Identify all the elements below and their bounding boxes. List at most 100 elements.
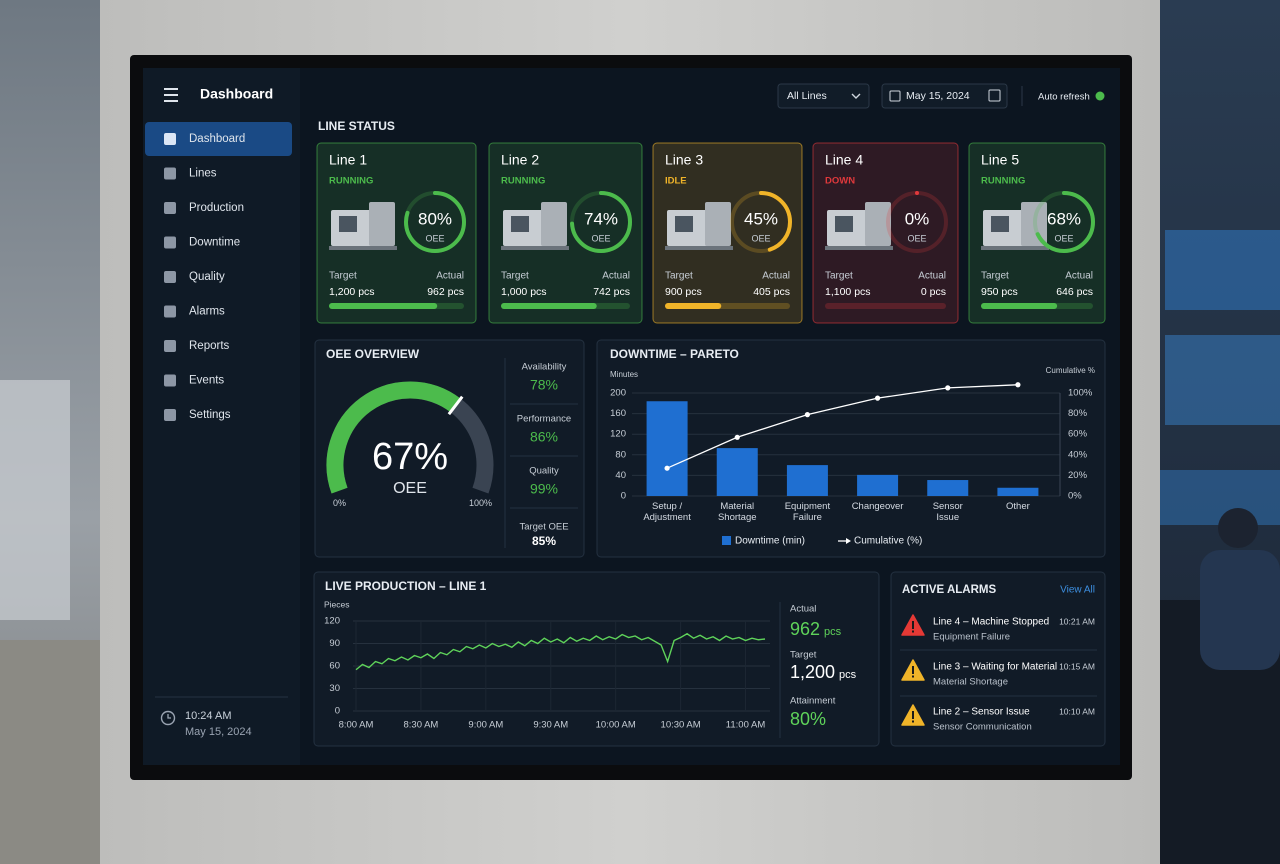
- panel-title: LIVE PRODUCTION – LINE 1: [325, 579, 487, 593]
- alarm-title[interactable]: Line 4 – Machine Stopped: [933, 617, 1049, 628]
- factory-machine: [0, 380, 70, 620]
- alarm-title[interactable]: Line 3 – Waiting for Material: [933, 662, 1057, 673]
- nav-icon: [164, 133, 176, 145]
- metric-label: Quality: [529, 466, 559, 477]
- bar: [857, 474, 899, 496]
- x-tick-label: 8:30 AM: [403, 720, 438, 731]
- stat-value: 1,200: [790, 662, 835, 682]
- panel-title: OEE OVERVIEW: [326, 347, 420, 361]
- gauge-tick-label: 100%: [469, 498, 492, 508]
- target-label: Target: [981, 271, 1009, 282]
- machine-base: [665, 246, 733, 250]
- nav-item[interactable]: Dashboard: [189, 133, 245, 145]
- progress-bar: [665, 303, 722, 309]
- line-filter[interactable]: All Lines: [787, 90, 827, 102]
- line-filter-box[interactable]: [777, 83, 870, 109]
- nav-icon: [164, 305, 176, 318]
- x-tick-label: 11:00 AM: [726, 720, 766, 731]
- axis-title: Minutes: [610, 370, 638, 379]
- nav-active: [145, 122, 292, 156]
- machine-window: [991, 216, 1009, 232]
- metric-value: 99%: [530, 481, 558, 497]
- target-value: 1,100 pcs: [825, 286, 871, 298]
- gauge-value: [326, 381, 461, 494]
- actual-value: 742 pcs: [593, 286, 630, 298]
- date-filter[interactable]: May 15, 2024: [906, 90, 970, 102]
- operator: [1218, 508, 1258, 548]
- nav-icon: [164, 340, 176, 352]
- target-value: 950 pcs: [981, 286, 1018, 298]
- nav-item[interactable]: Downtime: [189, 237, 240, 249]
- metric-label: Availability: [522, 362, 567, 373]
- oee-value: 74%: [584, 209, 618, 228]
- cumulative-point: [945, 385, 951, 391]
- chevron: [851, 93, 861, 99]
- legend-label: Downtime (min): [735, 536, 805, 547]
- alarm-title[interactable]: Line 2 – Sensor Issue: [933, 707, 1030, 718]
- auto-refresh-indicator: [1095, 91, 1105, 101]
- target-value: 1,200 pcs: [329, 286, 375, 298]
- oee-caption: OEE: [907, 233, 926, 243]
- target-label: Target: [825, 271, 853, 282]
- alarm-detail: Material Shortage: [933, 677, 1008, 688]
- oee-ring: [730, 191, 792, 253]
- line-name: Line 4: [825, 152, 863, 168]
- oee-caption: OEE: [591, 233, 610, 243]
- stat-label: Attainment: [790, 696, 836, 707]
- gauge-marker: [447, 395, 464, 416]
- gauge-value-label: 67%: [372, 436, 448, 478]
- y2-tick-label: 80%: [1068, 408, 1088, 419]
- x-tick-label: 9:00 AM: [468, 720, 503, 731]
- nav-item[interactable]: Events: [189, 375, 224, 387]
- alarms-panel: [890, 571, 1106, 747]
- nav-item[interactable]: Lines: [189, 168, 217, 180]
- footer-time: 10:24 AM: [185, 710, 231, 722]
- menu-button[interactable]: [164, 88, 178, 102]
- actual-label: Actual: [602, 271, 630, 282]
- bar: [786, 465, 828, 496]
- room-screen: [1165, 335, 1280, 425]
- oee-value: 0%: [905, 209, 930, 228]
- x-tick-label: 8:00 AM: [339, 720, 374, 731]
- bar: [927, 480, 969, 496]
- oee-caption: OEE: [751, 233, 770, 243]
- nav-item[interactable]: Production: [189, 202, 244, 214]
- factory-floor: [0, 640, 110, 864]
- machine: [1021, 202, 1047, 246]
- actual-label: Actual: [1065, 271, 1093, 282]
- nav-icon: [164, 167, 176, 180]
- alarm-time: 10:15 AM: [1059, 661, 1095, 671]
- clock-icon: [160, 710, 176, 726]
- x-tick-label: 9:30 AM: [533, 720, 568, 731]
- target-label: Target: [665, 271, 693, 282]
- nav-item[interactable]: Reports: [189, 340, 230, 352]
- view-all[interactable]: View All: [1060, 585, 1095, 596]
- cumulative-point: [1015, 382, 1021, 388]
- y-tick-label: 90: [329, 638, 340, 649]
- stat-unit: pcs: [824, 626, 842, 638]
- x-tick-label: Sensor Issue: [932, 501, 963, 523]
- line-status: IDLE: [665, 176, 687, 187]
- y2-tick-label: 20%: [1068, 470, 1088, 481]
- y2-tick-label: 0%: [1068, 491, 1082, 502]
- nav-icon: [164, 409, 176, 421]
- x-tick-label: Changeover: [851, 501, 904, 512]
- menu-bar: [164, 94, 178, 96]
- nav-item[interactable]: Alarms: [189, 306, 225, 318]
- alarm-icon-mark: [912, 720, 914, 723]
- alarm-time: 10:10 AM: [1059, 706, 1095, 716]
- oee-value: 68%: [1047, 209, 1081, 228]
- cumulative-point: [804, 412, 811, 418]
- axis-title: Pieces: [324, 599, 350, 609]
- nav-item[interactable]: Settings: [189, 409, 231, 421]
- target-label: Target: [501, 271, 529, 282]
- date-box[interactable]: [881, 83, 1008, 109]
- cumulative-line: [666, 384, 1018, 469]
- actual-label: Actual: [762, 271, 790, 282]
- clock-hands: [167, 714, 171, 719]
- header-title: Dashboard: [200, 86, 273, 102]
- metric-value: 78%: [530, 377, 558, 393]
- actual-value: 962 pcs: [427, 286, 464, 298]
- metric-value: 86%: [530, 429, 558, 445]
- nav-item[interactable]: Quality: [189, 271, 225, 283]
